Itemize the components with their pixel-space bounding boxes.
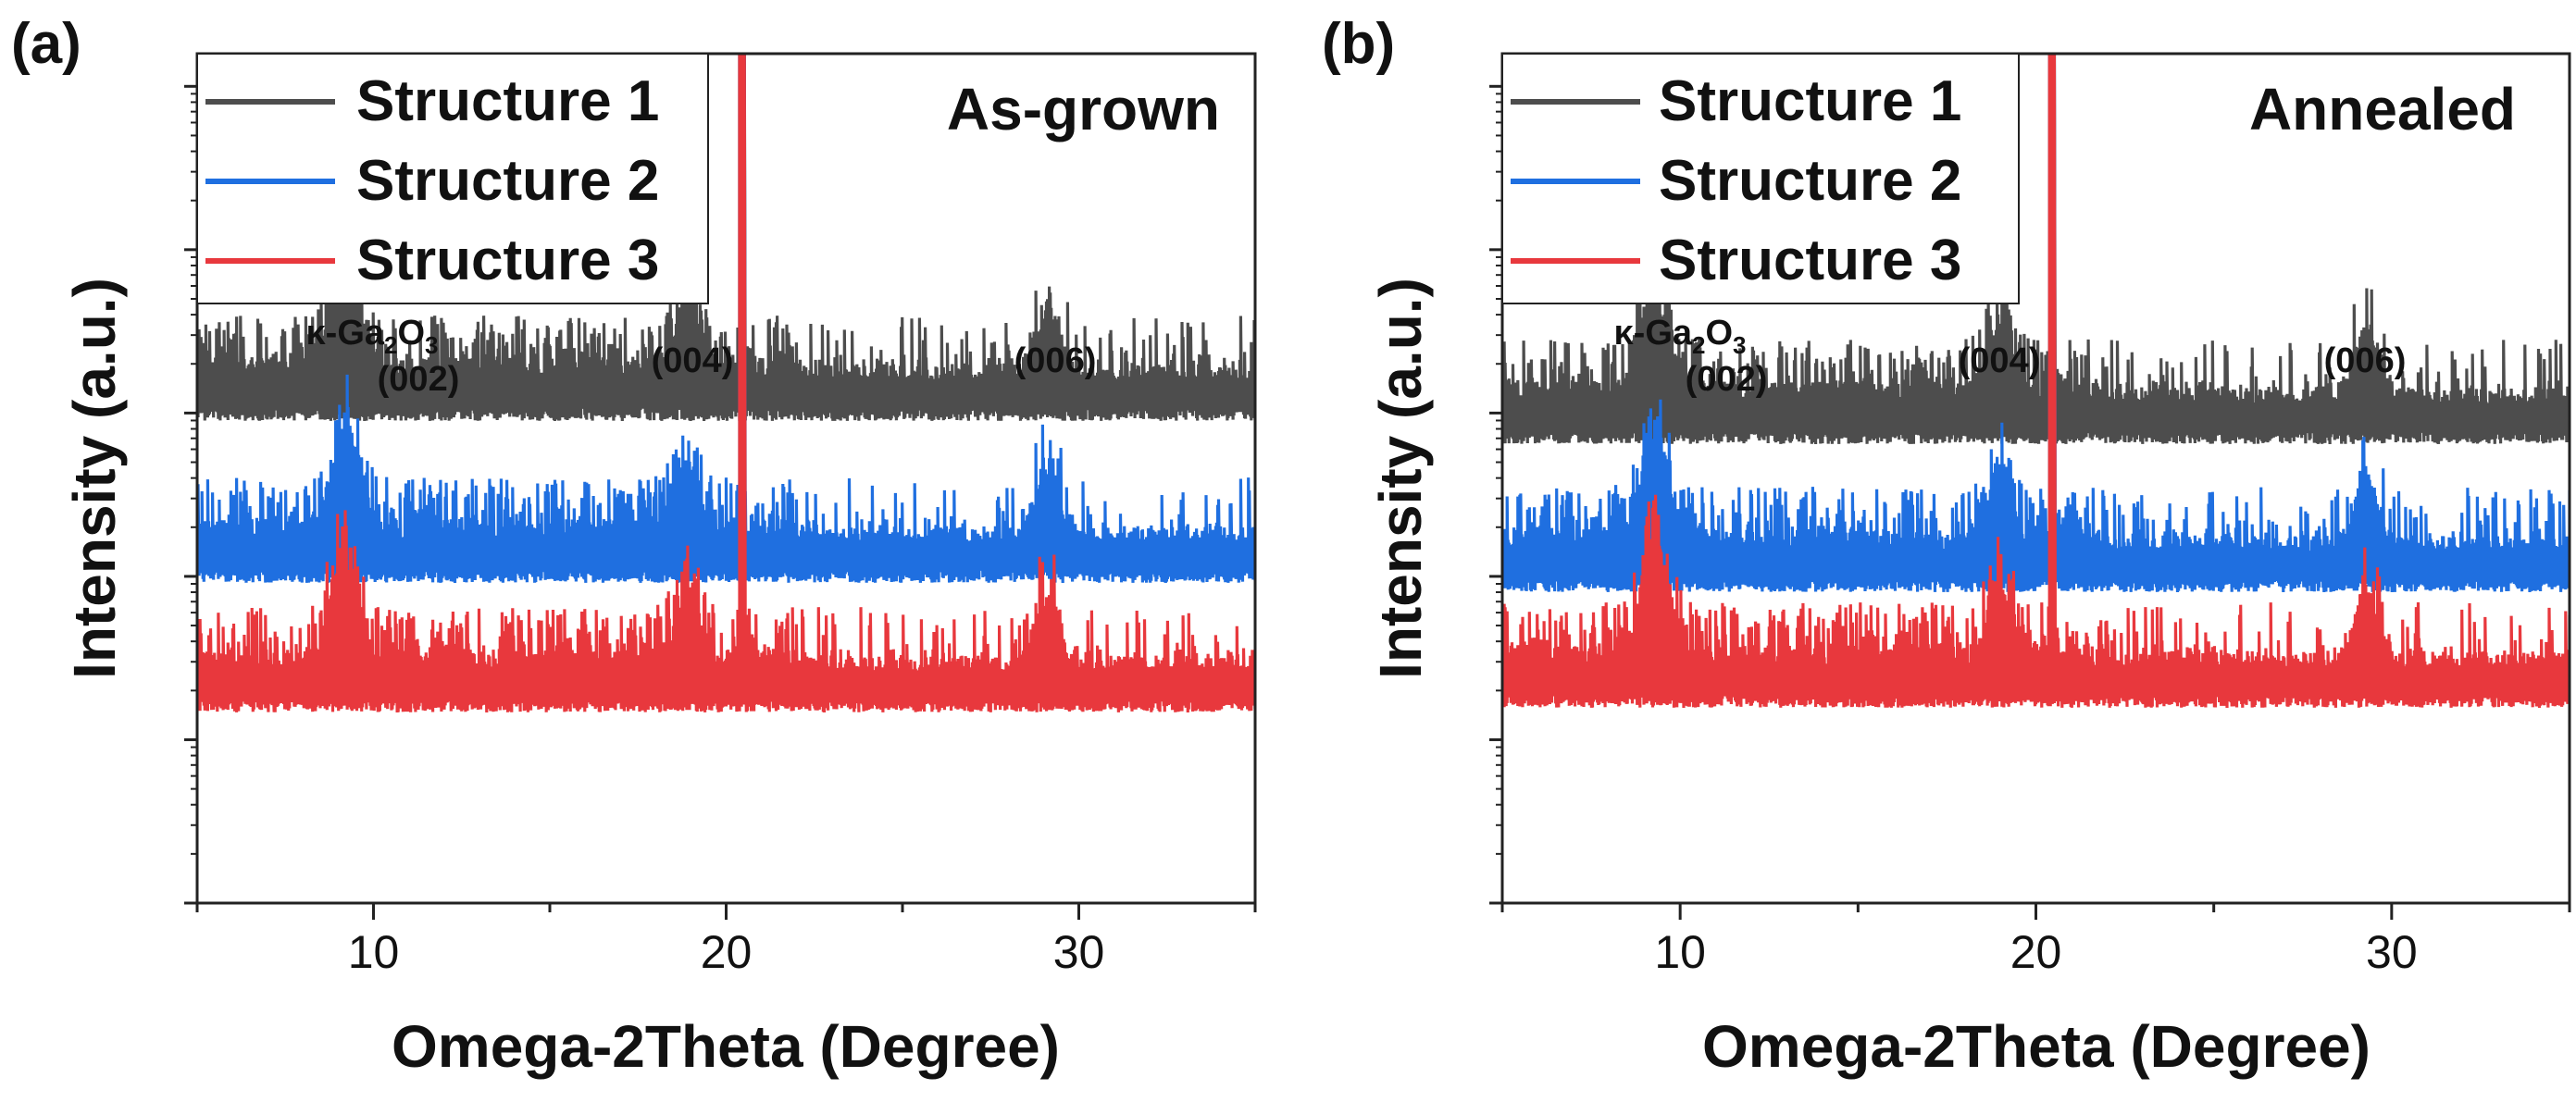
annotation-002: (002) (378, 360, 460, 399)
axes: 10 20 30 (184, 84, 1257, 978)
y-axis-label: Intensity (a.u.) (61, 278, 128, 679)
panel-label: (b) (1322, 12, 1395, 76)
x-axis-label: Omega-2Theta (Degree) (392, 1013, 1060, 1080)
legend-label-structure-3: Structure 3 (356, 229, 659, 292)
x-tick-label: 30 (1053, 926, 1105, 978)
spectra (197, 54, 1255, 713)
panel-label: (a) (11, 12, 81, 76)
x-axis-label: Omega-2Theta (Degree) (1702, 1013, 2371, 1080)
legend-label-structure-1: Structure 1 (356, 69, 659, 133)
series-structure-2 (197, 54, 1255, 584)
legend: Structure 1 Structure 2 Structure 3 (196, 53, 709, 304)
legend-label-structure-3: Structure 3 (1659, 229, 1961, 292)
panel-title: As-grown (947, 76, 1220, 142)
annotation-kappa-ga2o3: κ-Ga2O3 (1613, 314, 1746, 359)
annotation-004: (004) (652, 341, 734, 380)
x-tick-label: 20 (701, 926, 753, 978)
axes: 10 20 30 (1489, 84, 2571, 978)
series-structure-1 (197, 54, 1255, 422)
annotation-006: (006) (1014, 341, 1097, 380)
panel-a: (a) 10 20 30 As-grown Structure 1 Structur… (11, 12, 1257, 1080)
spectra (1502, 54, 2570, 709)
series-structure-2 (1502, 54, 2570, 593)
series-structure-1 (1502, 54, 2570, 445)
panel-b: (b) 10 20 30 Annealed Structure 1 Structur… (1322, 12, 2571, 1080)
series-structure-3 (1502, 54, 2570, 709)
x-tick-label: 10 (348, 926, 400, 978)
legend-label-structure-2: Structure 2 (356, 149, 659, 213)
annotation-004: (004) (1959, 341, 2041, 380)
series-structure-3 (197, 54, 1255, 713)
legend-label-structure-1: Structure 1 (1659, 69, 1961, 133)
legend-label-structure-2: Structure 2 (1659, 149, 1961, 213)
annotation-kappa-ga2o3: κ-Ga2O3 (305, 314, 438, 359)
annotation-002: (002) (1686, 360, 1768, 399)
x-tick-label: 10 (1654, 926, 1706, 978)
x-tick-label: 20 (2010, 926, 2062, 978)
annotation-006: (006) (2324, 341, 2407, 380)
y-axis-label: Intensity (a.u.) (1367, 278, 1434, 679)
x-tick-label: 30 (2366, 926, 2418, 978)
legend: Structure 1 Structure 2 Structure 3 (1501, 53, 2020, 304)
panel-title: Annealed (2249, 76, 2516, 142)
